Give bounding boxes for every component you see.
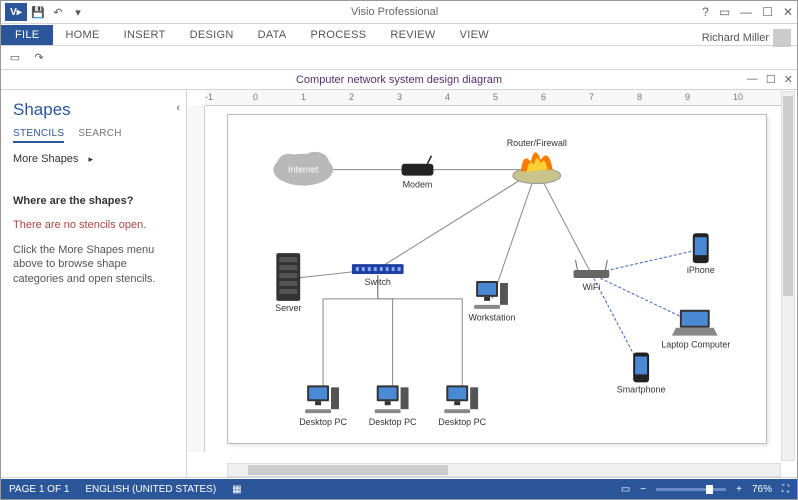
undo-icon[interactable]: ↶: [49, 3, 67, 21]
zoom-in-icon[interactable]: +: [736, 484, 742, 495]
tab-design[interactable]: DESIGN: [178, 25, 246, 45]
search-tab[interactable]: SEARCH: [78, 128, 121, 143]
user-name: Richard Miller: [702, 32, 769, 44]
pointer-tool-icon[interactable]: ▭: [7, 50, 23, 66]
tab-data[interactable]: DATA: [246, 25, 299, 45]
svg-text:Desktop PC: Desktop PC: [438, 417, 486, 427]
zoom-value: 76%: [752, 484, 772, 495]
svg-text:iPhone: iPhone: [687, 265, 715, 275]
more-shapes-link[interactable]: More Shapes: [13, 153, 176, 165]
help-icon[interactable]: ?: [702, 5, 709, 19]
shapes-panel: ‹ Shapes STENCILS SEARCH More Shapes Whe…: [1, 90, 187, 478]
shapes-title: Shapes: [13, 100, 176, 120]
canvas[interactable]: -101234567891011 Internet Modem Router/Fir…: [187, 90, 797, 478]
redo-icon[interactable]: ↷: [31, 50, 47, 66]
ribbon-tabs: FILE HOME INSERT DESIGN DATA PROCESS REV…: [1, 24, 797, 46]
stencils-tab[interactable]: STENCILS: [13, 128, 64, 143]
status-lang: ENGLISH (UNITED STATES): [85, 484, 216, 495]
ruler-horizontal: -101234567891011: [205, 90, 783, 106]
app-icon: V▸: [5, 3, 27, 21]
avatar: [773, 29, 791, 47]
svg-text:WiFi: WiFi: [582, 282, 600, 292]
status-page: PAGE 1 OF 1: [9, 484, 69, 495]
zoom-out-icon[interactable]: −: [640, 484, 646, 495]
ruler-vertical: [187, 106, 205, 452]
drawing-page[interactable]: Internet Modem Router/Firewall Server Switch…: [227, 114, 767, 444]
hint-question: Where are the shapes?: [13, 195, 176, 207]
scrollbar-vertical[interactable]: [781, 91, 795, 461]
document-title: Computer network system design diagram: [296, 74, 502, 86]
tab-home[interactable]: HOME: [53, 25, 111, 45]
tab-review[interactable]: REVIEW: [378, 25, 447, 45]
save-icon[interactable]: 💾: [29, 3, 47, 21]
maximize-icon[interactable]: ☐: [762, 5, 773, 19]
ribbon-collapse-icon[interactable]: ▭: [719, 5, 730, 19]
macro-icon[interactable]: ▦: [232, 484, 241, 495]
hint-tip: Click the More Shapes menu above to brow…: [13, 243, 176, 286]
minimize-icon[interactable]: —: [740, 5, 752, 19]
user-area[interactable]: Richard Miller: [702, 29, 791, 47]
qat-more-icon[interactable]: ▾: [69, 3, 87, 21]
svg-text:Workstation: Workstation: [469, 313, 516, 323]
tab-process[interactable]: PROCESS: [298, 25, 378, 45]
tab-view[interactable]: VIEW: [448, 25, 501, 45]
hint-warning: There are no stencils open.: [13, 219, 176, 231]
tab-file[interactable]: FILE: [1, 25, 53, 45]
svg-text:Desktop PC: Desktop PC: [299, 417, 347, 427]
tab-insert[interactable]: INSERT: [112, 25, 178, 45]
svg-text:Desktop PC: Desktop PC: [369, 417, 417, 427]
status-bar: PAGE 1 OF 1 ENGLISH (UNITED STATES) ▦ ▭ …: [1, 479, 797, 499]
panel-collapse-icon[interactable]: ‹: [176, 102, 180, 114]
svg-text:Smartphone: Smartphone: [617, 384, 666, 394]
svg-text:Internet: Internet: [288, 165, 319, 175]
doc-restore-icon[interactable]: ☐: [766, 73, 776, 86]
close-icon[interactable]: ✕: [783, 5, 793, 19]
svg-text:Laptop Computer: Laptop Computer: [661, 340, 730, 350]
view-presentation-icon[interactable]: ▭: [621, 484, 630, 495]
scrollbar-horizontal[interactable]: [227, 463, 781, 477]
doc-close-icon[interactable]: ✕: [784, 73, 793, 86]
app-title: Visio Professional: [87, 6, 702, 18]
doc-minimize-icon[interactable]: —: [747, 73, 758, 86]
svg-text:Switch: Switch: [365, 277, 391, 287]
svg-text:Server: Server: [275, 303, 301, 313]
svg-text:Router/Firewall: Router/Firewall: [507, 138, 567, 148]
svg-text:Modem: Modem: [403, 180, 433, 190]
zoom-slider[interactable]: [656, 488, 726, 491]
fit-page-icon[interactable]: ⛶: [782, 484, 789, 495]
